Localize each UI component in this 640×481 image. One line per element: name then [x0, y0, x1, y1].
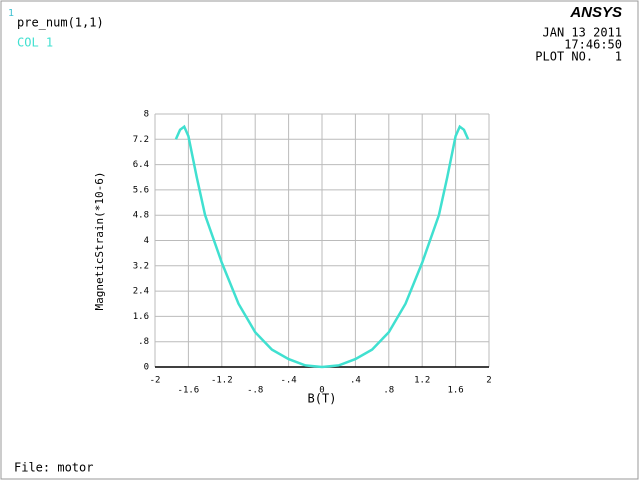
x-tick-label: -1.6 [178, 386, 200, 396]
y-tick-label: 4.8 [133, 211, 149, 221]
y-tick-label: 2.4 [133, 287, 149, 297]
date: JAN 13 2011 [543, 26, 622, 40]
x-tick-label: -1.2 [211, 376, 233, 386]
y-tick-label: 7.2 [133, 135, 149, 145]
y-tick-label: 4 [144, 236, 149, 246]
y-tick-label: 0 [144, 363, 149, 373]
y-tick-label: 6.4 [133, 160, 149, 170]
x-axis-label: B(T) [308, 392, 337, 406]
x-tick-label: -2 [150, 376, 161, 386]
x-tick-label: .8 [383, 386, 394, 396]
x-tick-label: 2 [486, 376, 491, 386]
time: 17:46:50 [564, 38, 622, 52]
y-tick-label: 5.6 [133, 185, 149, 195]
y-tick-label: 3.2 [133, 261, 149, 271]
logo: ANSYS [569, 4, 622, 21]
x-tick-label: 0 [319, 386, 324, 396]
y-tick-label: 1.6 [133, 312, 149, 322]
y-tick-label: 8 [144, 110, 149, 120]
x-tick-label: 1.6 [447, 386, 463, 396]
x-tick-label: -.8 [247, 386, 263, 396]
y-tick-label: .8 [138, 337, 149, 347]
y-axis-label: MagneticStrain(*10-6) [93, 171, 106, 310]
plot-number: PLOT NO. 1 [535, 50, 622, 64]
chart-title: pre_num(1,1) [17, 16, 104, 30]
window-number: 1 [8, 8, 14, 19]
x-tick-label: 1.2 [414, 376, 430, 386]
file-name: File: motor [14, 461, 93, 475]
x-tick-label: -.4 [280, 376, 296, 386]
x-tick-label: .4 [350, 376, 361, 386]
legend-entry: COL 1 [17, 36, 53, 50]
data-line [174, 124, 470, 369]
